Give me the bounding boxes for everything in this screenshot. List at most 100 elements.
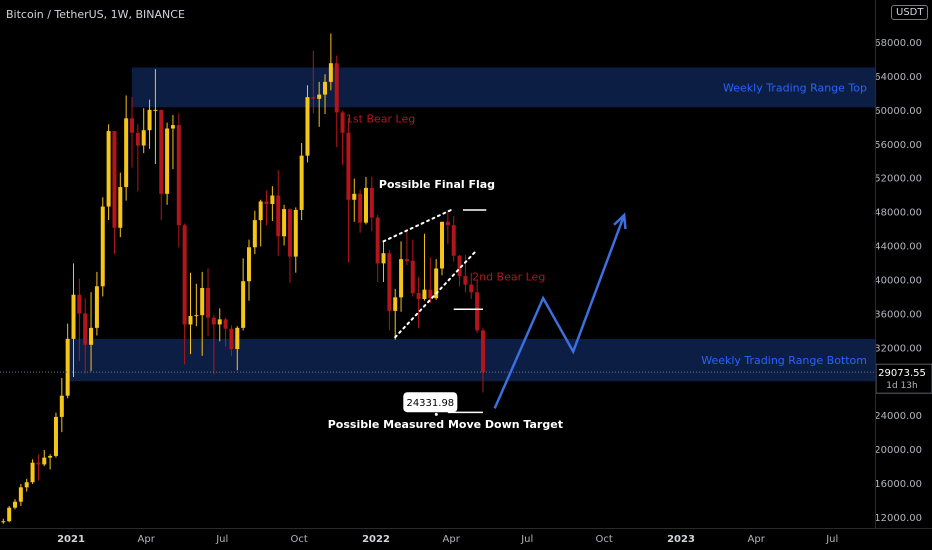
candle-body[interactable] [422, 289, 427, 300]
candle-body[interactable] [399, 259, 404, 298]
candle-body[interactable] [36, 462, 41, 465]
projection-arrowhead [613, 212, 627, 230]
candle-body[interactable] [445, 221, 450, 226]
zone-top-label: Weekly Trading Range Top [723, 81, 867, 94]
candle-body[interactable] [159, 109, 164, 194]
candle-body[interactable] [100, 206, 105, 287]
candle-body[interactable] [369, 187, 374, 218]
candle-body[interactable] [323, 81, 328, 95]
price-tick-label: 32000.00 [874, 343, 922, 354]
candle-body[interactable] [165, 128, 170, 194]
candle-body[interactable] [293, 209, 298, 257]
candle-body[interactable] [352, 193, 357, 200]
candle-body[interactable] [83, 313, 88, 345]
candle-body[interactable] [282, 209, 287, 237]
candle-body[interactable] [59, 395, 64, 417]
candle-body[interactable] [404, 259, 409, 261]
candle-body[interactable] [53, 416, 58, 456]
zone-top-box[interactable] [132, 67, 875, 108]
candle-body[interactable] [358, 193, 363, 223]
candle-body[interactable] [170, 125, 175, 129]
candle-body[interactable] [229, 328, 234, 350]
price-tick-label: 64000.00 [874, 72, 922, 83]
candle-body[interactable] [13, 501, 18, 508]
candle-body[interactable] [7, 507, 12, 522]
candle-body[interactable] [393, 297, 398, 311]
candle-body[interactable] [65, 338, 70, 396]
candle-body[interactable] [147, 109, 152, 131]
candle-body[interactable] [106, 131, 111, 207]
candle-body[interactable] [89, 327, 94, 345]
candle-body[interactable] [328, 63, 333, 82]
price-tick-label: 52000.00 [874, 174, 922, 185]
candle-body[interactable] [410, 260, 415, 294]
time-tick-label: 2023 [667, 534, 695, 545]
candle-body[interactable] [381, 253, 386, 264]
candle-body[interactable] [258, 201, 263, 221]
candle-body[interactable] [130, 118, 134, 133]
candle-body[interactable] [317, 94, 322, 99]
candle-body[interactable] [153, 109, 158, 111]
candle-body[interactable] [311, 97, 316, 99]
candle-body[interactable] [1, 521, 6, 523]
candle-body[interactable] [135, 132, 140, 146]
target-price-callout[interactable] [403, 392, 458, 413]
candle-body[interactable] [428, 289, 433, 299]
candle-body[interactable] [24, 482, 29, 488]
candle-body[interactable] [334, 63, 339, 113]
candle-body[interactable] [305, 97, 310, 156]
candle-body[interactable] [451, 225, 456, 256]
candle-body[interactable] [48, 455, 53, 458]
candle-body[interactable] [112, 131, 117, 228]
flag-upper-trendline[interactable] [382, 208, 453, 243]
price-tick-label: 20000.00 [874, 445, 922, 456]
candle-body[interactable] [340, 112, 345, 133]
candle-body[interactable] [124, 118, 129, 188]
candle-body[interactable] [264, 201, 269, 205]
price-axis: 12000.0016000.0020000.0024000.0028000.00… [874, 0, 932, 550]
flag-lower-trendline[interactable] [394, 249, 478, 339]
candle-body[interactable] [299, 155, 304, 210]
candle-body[interactable] [252, 220, 257, 248]
candle-body[interactable] [480, 330, 485, 373]
candle-body[interactable] [223, 319, 228, 329]
candle-body[interactable] [18, 487, 23, 502]
candle-body[interactable] [440, 221, 445, 269]
candle-body[interactable] [94, 286, 99, 328]
candle-body[interactable] [77, 294, 82, 314]
candle-body[interactable] [457, 255, 462, 277]
candle-body[interactable] [118, 187, 123, 228]
candle-body[interactable] [416, 293, 421, 300]
candle-body[interactable] [217, 319, 222, 325]
candle-body[interactable] [469, 284, 474, 293]
candle-body[interactable] [141, 130, 146, 146]
symbol-title[interactable]: Bitcoin / TetherUS, 1W, BINANCE [6, 8, 185, 21]
candle-body[interactable] [434, 268, 439, 299]
candle-body[interactable] [463, 276, 468, 285]
candle-body[interactable] [241, 281, 246, 328]
candle-body[interactable] [375, 217, 380, 264]
candle-body[interactable] [363, 187, 368, 223]
candle-body[interactable] [42, 457, 47, 465]
candle-body[interactable] [475, 292, 480, 331]
candle-body[interactable] [235, 327, 240, 350]
candle-body[interactable] [176, 125, 181, 226]
candle-body[interactable] [182, 225, 187, 325]
currency-badge[interactable]: USDT [891, 5, 929, 20]
candle-body[interactable] [270, 195, 275, 205]
candle-body[interactable] [200, 287, 205, 316]
candle-body[interactable] [276, 195, 281, 237]
candle-body[interactable] [30, 462, 35, 483]
time-tick-label: Apr [748, 534, 766, 545]
candle-body[interactable] [71, 294, 76, 339]
candle-body[interactable] [211, 317, 216, 325]
candle-body[interactable] [387, 253, 392, 311]
candle-body[interactable] [194, 315, 199, 317]
candle-body[interactable] [246, 247, 251, 282]
projection-path[interactable] [493, 214, 626, 409]
candle-body[interactable] [346, 132, 351, 200]
candle-body[interactable] [206, 287, 211, 318]
candle-body[interactable] [188, 315, 193, 325]
candle-body[interactable] [287, 209, 292, 257]
